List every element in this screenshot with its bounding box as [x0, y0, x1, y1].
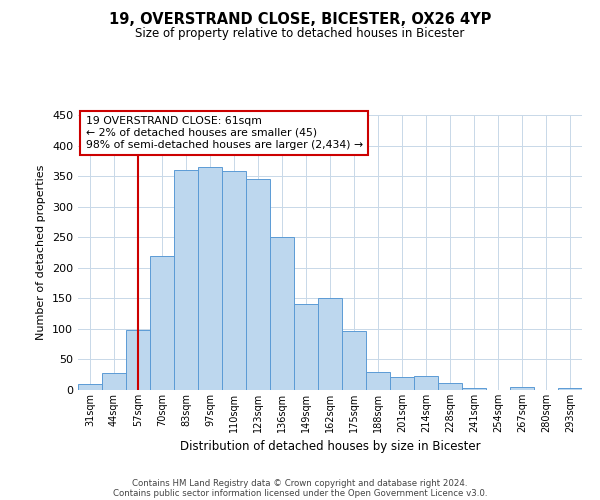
Bar	[126, 330, 150, 390]
Bar	[414, 376, 438, 390]
Bar	[558, 388, 582, 390]
Bar	[222, 171, 246, 390]
Bar	[294, 304, 318, 390]
Text: 19, OVERSTRAND CLOSE, BICESTER, OX26 4YP: 19, OVERSTRAND CLOSE, BICESTER, OX26 4YP	[109, 12, 491, 28]
Text: Size of property relative to detached houses in Bicester: Size of property relative to detached ho…	[136, 28, 464, 40]
Bar	[246, 179, 270, 390]
Text: 19 OVERSTRAND CLOSE: 61sqm
← 2% of detached houses are smaller (45)
98% of semi-: 19 OVERSTRAND CLOSE: 61sqm ← 2% of detac…	[86, 116, 362, 150]
Bar	[150, 256, 174, 390]
Text: Contains HM Land Registry data © Crown copyright and database right 2024.: Contains HM Land Registry data © Crown c…	[132, 478, 468, 488]
Bar	[438, 384, 462, 390]
Y-axis label: Number of detached properties: Number of detached properties	[37, 165, 46, 340]
Bar	[366, 372, 390, 390]
Bar	[270, 237, 294, 390]
Text: Contains public sector information licensed under the Open Government Licence v3: Contains public sector information licen…	[113, 488, 487, 498]
Bar	[510, 387, 534, 390]
Bar	[462, 388, 486, 390]
Bar	[198, 167, 222, 390]
Bar	[102, 373, 126, 390]
Bar	[342, 332, 366, 390]
X-axis label: Distribution of detached houses by size in Bicester: Distribution of detached houses by size …	[179, 440, 481, 454]
Bar	[78, 384, 102, 390]
Bar	[390, 376, 414, 390]
Bar	[318, 298, 342, 390]
Bar	[174, 170, 198, 390]
